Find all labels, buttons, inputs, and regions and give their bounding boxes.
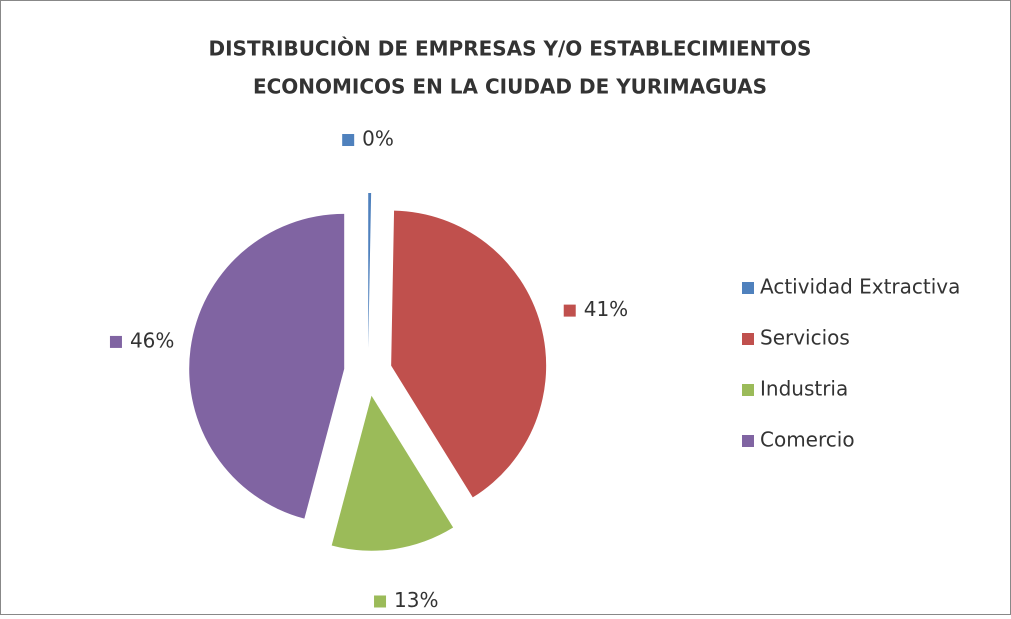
pie-slice — [391, 210, 547, 498]
legend-swatch — [742, 384, 754, 396]
label-swatch — [563, 304, 576, 317]
legend-swatch — [742, 282, 754, 294]
label-swatch — [109, 335, 122, 348]
data-label: 41% — [584, 297, 628, 321]
data-label: 13% — [394, 588, 438, 612]
legend-label: Actividad Extractiva — [760, 275, 960, 299]
data-label: 0% — [362, 127, 394, 151]
chart-title: DISTRIBUCIÒN DE EMPRESAS Y/O ESTABLECIMI… — [209, 37, 812, 61]
data-label: 46% — [130, 328, 174, 352]
legend-label: Comercio — [760, 428, 855, 452]
chart-subtitle: ECONOMICOS EN LA CIUDAD DE YURIMAGUAS — [253, 75, 767, 99]
legend-swatch — [742, 333, 754, 345]
legend-label: Servicios — [760, 326, 850, 350]
label-swatch — [342, 134, 355, 147]
pie-slice — [189, 213, 345, 519]
legend-label: Industria — [760, 377, 848, 401]
pie-slice — [331, 395, 454, 551]
legend-swatch — [742, 435, 754, 447]
pie-slice — [368, 193, 372, 349]
label-swatch — [374, 595, 387, 608]
